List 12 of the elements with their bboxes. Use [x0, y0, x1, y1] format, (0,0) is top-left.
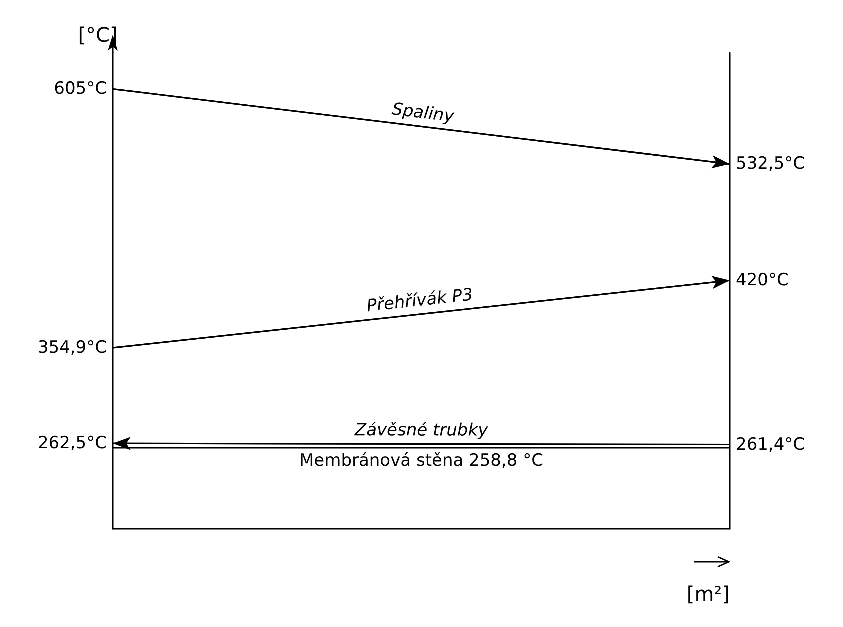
data-label: 261,4°C	[736, 434, 806, 455]
data-label: 262,5°C	[38, 434, 107, 454]
x-axis-title: [m²]	[686, 582, 730, 606]
y-axis-title: [°C]	[78, 23, 118, 47]
text: Přehřívák P3	[366, 285, 474, 317]
series-label: Závěsné trubky	[354, 420, 490, 441]
data-label: 605°C	[54, 79, 107, 100]
data-label: 354,9°C	[38, 338, 107, 358]
data-label: 420°C	[736, 270, 789, 291]
data-label: 532,5°C	[736, 154, 806, 174]
text: Spaliny	[391, 100, 456, 128]
ref-line-label: Membránová stěna 258,8 °C	[300, 450, 544, 471]
